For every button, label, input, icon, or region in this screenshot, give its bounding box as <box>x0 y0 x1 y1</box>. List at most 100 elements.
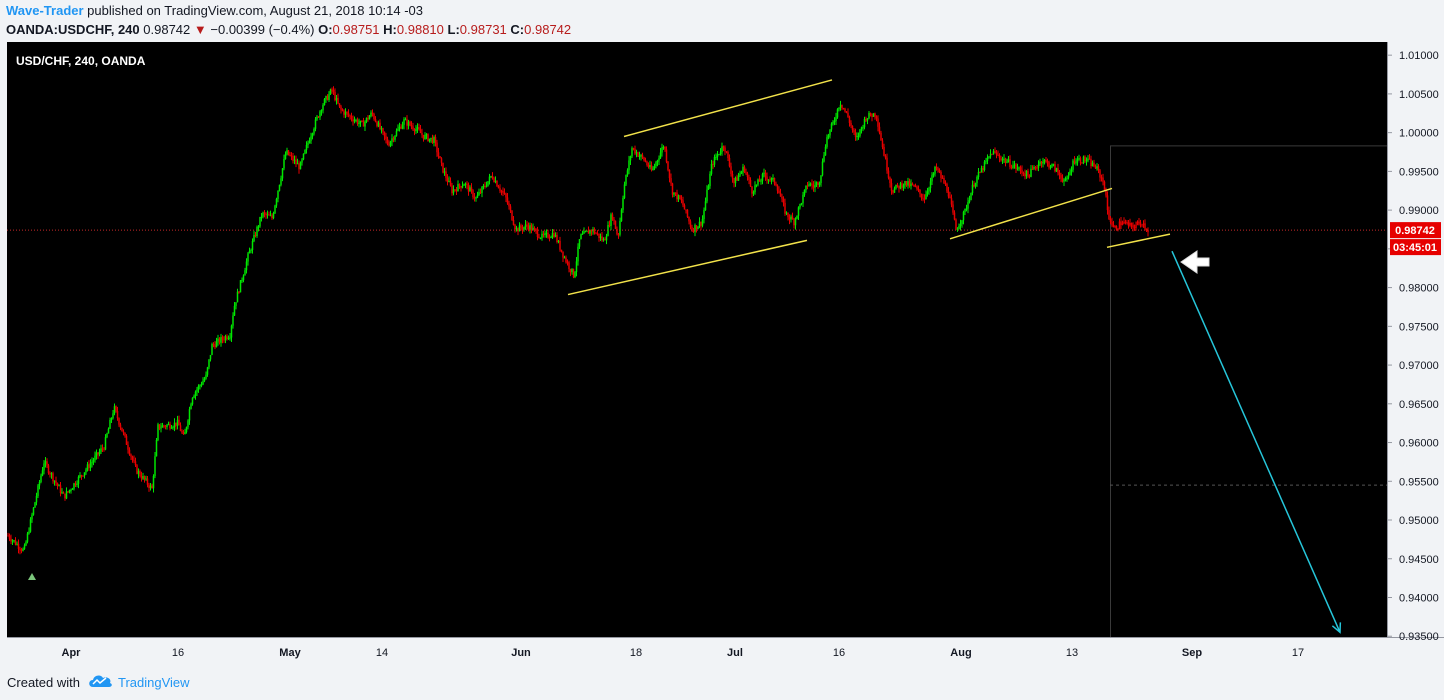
chart-header: Wave-Trader published on TradingView.com… <box>0 0 1444 42</box>
candle-body <box>467 184 470 192</box>
candle-body <box>1078 158 1080 160</box>
candle-body <box>109 419 111 429</box>
candle-body <box>541 233 543 238</box>
candle-body <box>91 461 93 464</box>
candle-body <box>995 152 998 155</box>
candle-body <box>143 476 146 480</box>
price-chart[interactable]: USD/CHF, 240, OANDA 1.01000 1.00500 1.0000… <box>7 42 1444 663</box>
candle-body <box>929 181 932 189</box>
candle-body <box>961 220 963 224</box>
candle-body <box>661 147 663 153</box>
forecast-box <box>1110 145 1387 637</box>
candle-body <box>1048 162 1050 168</box>
candle-body <box>500 190 503 192</box>
trend-line-channel-upper <box>623 79 833 138</box>
candle-body <box>922 197 924 199</box>
candle-body <box>715 156 717 158</box>
candle-body <box>869 112 872 116</box>
candle-body <box>221 337 224 340</box>
candle-body <box>623 184 626 198</box>
candle-body <box>89 463 92 468</box>
candle-body <box>479 192 482 194</box>
candle-body <box>599 236 602 238</box>
candle-body <box>478 192 480 196</box>
candle-body <box>1073 160 1076 164</box>
candle-body <box>193 395 195 398</box>
candle-body <box>1036 167 1038 169</box>
candle-body <box>458 184 461 187</box>
candle-body <box>832 121 834 124</box>
candle-body <box>638 155 641 157</box>
ohlc-line: OANDA:USDCHF, 240 0.98742 ▼ −0.00399 (−0… <box>6 22 571 37</box>
candle-body <box>1075 162 1077 164</box>
candle-body <box>608 225 611 227</box>
candle-body <box>817 182 819 185</box>
candle-body <box>848 117 851 123</box>
candle-body <box>1051 164 1053 167</box>
candle-body <box>200 384 203 386</box>
time-axis-labels[interactable]: Apr 16 May 14 Jun 18 Jul 16 Aug 13 Sep 17 <box>62 647 1305 659</box>
tradingview-cloud-icon[interactable] <box>87 672 113 688</box>
candle-body <box>757 179 759 185</box>
candle-body <box>635 152 638 154</box>
candle-body <box>271 215 273 219</box>
candle-body <box>563 257 566 259</box>
candle-body <box>1045 160 1047 162</box>
footer: Created with TradingView <box>0 663 1444 700</box>
candle-body <box>295 159 297 164</box>
candle-body <box>245 261 248 271</box>
candle-body <box>604 239 606 241</box>
candle-body <box>44 461 47 464</box>
candle-body <box>94 455 96 461</box>
candle-body <box>323 99 326 105</box>
candle-body <box>620 209 623 222</box>
candle-body <box>466 183 468 185</box>
candle-body <box>37 485 39 496</box>
candle-body <box>1112 225 1115 227</box>
candle-body <box>1106 195 1109 211</box>
candle-body <box>344 111 347 115</box>
candle-body <box>1030 168 1032 177</box>
candle-body <box>404 119 407 121</box>
candle-body <box>760 180 762 182</box>
countdown-tag-text: 03:45:01 <box>1393 242 1437 254</box>
candle-body <box>206 367 209 375</box>
candle-body <box>616 228 618 235</box>
candle-body <box>742 166 744 172</box>
candle-body <box>242 275 245 281</box>
candle-body <box>800 203 803 205</box>
candle-body <box>1037 164 1040 168</box>
candle-body <box>838 107 840 110</box>
projection-arrow[interactable] <box>1171 250 1342 634</box>
candle-body <box>1103 181 1106 191</box>
candle-body <box>293 159 296 161</box>
candle-body <box>371 112 374 114</box>
candle-body <box>713 157 716 165</box>
candle-body <box>668 169 671 179</box>
candle-body <box>572 268 575 278</box>
candle-body <box>676 192 678 200</box>
candle-body <box>887 170 890 178</box>
candle-body <box>1027 170 1029 176</box>
candle-body <box>332 89 335 92</box>
candle-body <box>460 186 462 188</box>
candle-body <box>973 184 975 187</box>
candle-body <box>523 227 525 230</box>
trend-lines[interactable] <box>567 79 1171 296</box>
author-link[interactable]: Wave-Trader <box>6 3 84 18</box>
candle-body <box>427 134 429 142</box>
candle-body <box>730 166 732 175</box>
candle-body <box>1006 161 1008 163</box>
tradingview-brand-link[interactable]: TradingView <box>118 675 190 690</box>
chart-area[interactable]: USD/CHF, 240, OANDA 1.01000 1.00500 1.0000… <box>7 42 1444 663</box>
down-arrow-icon: ▼ <box>193 22 207 37</box>
candle-body <box>1034 167 1037 169</box>
candle-body <box>538 236 540 238</box>
candle-body <box>53 480 56 482</box>
candle-body <box>1055 168 1058 172</box>
candle-body <box>805 185 807 190</box>
candle-body <box>493 178 495 182</box>
candle-body <box>994 151 996 153</box>
open-label: O: <box>318 22 333 37</box>
candle-body <box>17 543 20 549</box>
